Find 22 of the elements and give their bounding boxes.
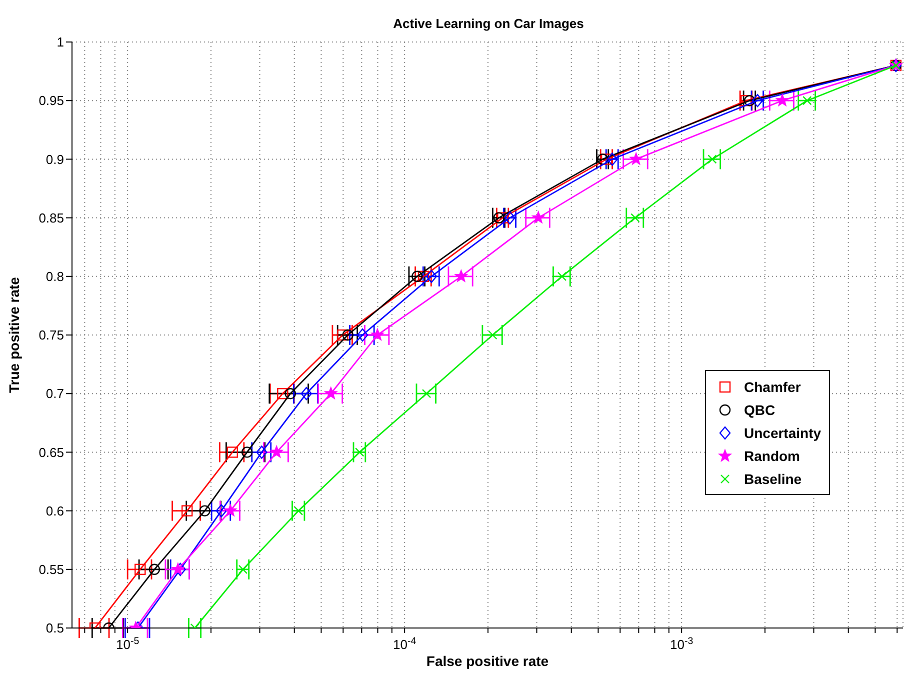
x-tick-label: 10$^{-5}$ bbox=[116, 636, 140, 652]
x-tick-label: 10$^{-3}$ bbox=[670, 636, 694, 652]
y-tick-label: 0.65 bbox=[38, 444, 64, 460]
y-tick-label: 0.6 bbox=[46, 503, 64, 518]
legend-label: Baseline bbox=[744, 470, 802, 486]
y-tick-label: 0.75 bbox=[38, 328, 64, 343]
x-axis-title: False positive rate bbox=[426, 653, 549, 669]
y-tick-label: 0.95 bbox=[38, 93, 64, 108]
y-tick-label: 0.55 bbox=[38, 562, 64, 578]
y-tick-label: 0.8 bbox=[46, 269, 64, 284]
y-axis-title: True positive rate bbox=[6, 276, 22, 393]
y-tick-label: 0.9 bbox=[46, 152, 64, 167]
legend-label: Chamfer bbox=[744, 378, 801, 394]
y-tick-label: 1 bbox=[56, 34, 64, 50]
legend-label: Random bbox=[744, 448, 800, 464]
legend-label: Uncertainty bbox=[744, 424, 822, 440]
legend-label: QBC bbox=[744, 402, 776, 418]
x-tick-label: 10$^{-4}$ bbox=[393, 636, 417, 652]
y-tick-label: 0.7 bbox=[46, 386, 64, 402]
y-tick-label: 0.5 bbox=[46, 620, 64, 636]
y-tick-label: 0.85 bbox=[38, 210, 64, 226]
chart-title: Active Learning on Car Images bbox=[392, 16, 585, 31]
